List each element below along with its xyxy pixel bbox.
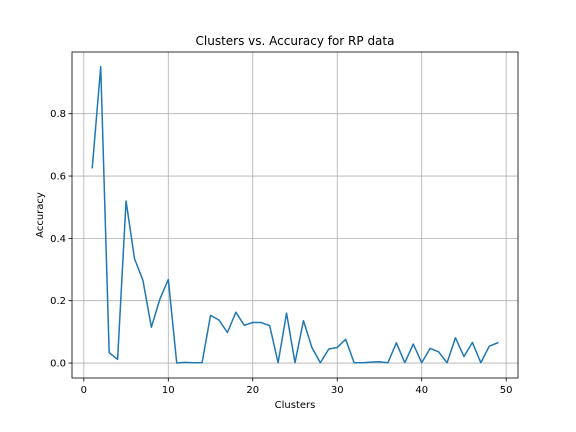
y-tick-label: 0.6 xyxy=(50,172,66,183)
chart-title: Clusters vs. Accuracy for RP data xyxy=(196,34,395,48)
series-line-0 xyxy=(91,65,499,364)
x-tick-label: 40 xyxy=(415,385,428,396)
x-tick-label: 50 xyxy=(500,385,513,396)
x-tick-label: 20 xyxy=(246,385,259,396)
axis-ticks: 0 10 20 30 40 50 0.0 0.2 0.4 0.6 0.8 xyxy=(50,109,512,396)
series-layer xyxy=(91,65,499,364)
x-axis-label: Clusters xyxy=(275,400,316,411)
y-tick-label: 0.0 xyxy=(50,359,66,370)
x-tick-label: 30 xyxy=(331,385,344,396)
plot-frame xyxy=(71,51,519,379)
y-tick-label: 0.2 xyxy=(50,296,66,307)
x-tick-label: 10 xyxy=(162,385,175,396)
x-tick-label: 0 xyxy=(81,385,87,396)
y-axis-label: Accuracy xyxy=(35,192,46,238)
plot-area xyxy=(72,52,518,378)
y-tick-label: 0.4 xyxy=(50,234,66,245)
y-tick-label: 0.8 xyxy=(50,109,66,120)
